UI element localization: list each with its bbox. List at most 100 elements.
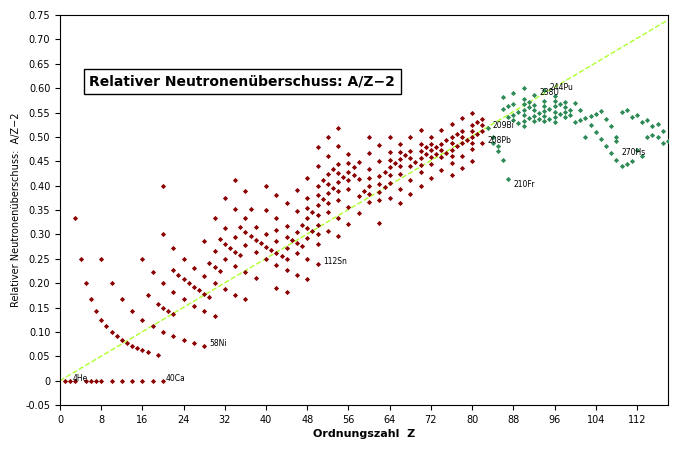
Point (364, 166, 375, 173)
Point (446, 121, 457, 128)
Point (472, 130, 483, 138)
Point (549, 113, 560, 120)
Point (158, 328, 168, 336)
Point (379, 184, 390, 191)
Point (333, 179, 344, 186)
Point (183, 279, 194, 287)
Point (343, 151, 354, 158)
Point (513, 109, 524, 116)
Point (394, 141, 405, 148)
Point (147, 323, 158, 330)
Point (611, 138, 622, 145)
Point (168, 288, 179, 296)
Point (518, 95, 529, 103)
Point (601, 115, 612, 122)
Point (452, 130, 462, 137)
Point (219, 255, 230, 262)
Point (441, 137, 452, 144)
Point (374, 196, 385, 203)
Point (456, 165, 467, 172)
Point (230, 291, 240, 298)
Point (353, 176, 364, 183)
Text: 40Ca: 40Ca (166, 374, 185, 382)
Point (281, 200, 292, 207)
Point (230, 234, 240, 241)
Point (323, 171, 333, 178)
Point (405, 133, 416, 140)
Point (96, 377, 107, 384)
Point (343, 185, 354, 193)
Point (405, 191, 416, 198)
Point (323, 199, 333, 206)
Point (549, 93, 560, 100)
Point (405, 176, 416, 184)
Point (462, 136, 473, 144)
Point (477, 127, 488, 135)
Point (492, 148, 503, 155)
Point (147, 377, 158, 384)
Point (215, 235, 225, 243)
Point (307, 228, 318, 235)
Point (528, 102, 539, 109)
Point (544, 115, 555, 122)
Point (570, 119, 581, 126)
Point (446, 153, 457, 160)
Point (251, 249, 261, 256)
Y-axis label: Relativer Neutronenüberschuss:  A/Z−2: Relativer Neutronenüberschuss: A/Z−2 (11, 113, 21, 307)
Point (518, 117, 529, 124)
Point (518, 106, 529, 113)
Point (575, 107, 586, 114)
Point (327, 184, 338, 191)
Point (240, 228, 251, 235)
Point (235, 224, 246, 231)
Point (426, 161, 437, 168)
Point (539, 108, 550, 115)
Text: 244Pu: 244Pu (549, 83, 573, 92)
Point (498, 156, 509, 163)
Point (446, 159, 457, 166)
Point (271, 284, 282, 292)
Point (225, 244, 236, 251)
Point (426, 174, 437, 181)
Point (436, 153, 447, 160)
Point (158, 231, 168, 238)
Point (441, 149, 452, 157)
Point (261, 231, 272, 238)
Point (554, 101, 565, 108)
Point (312, 241, 323, 248)
Point (498, 94, 509, 101)
Point (194, 287, 204, 294)
Point (302, 225, 313, 232)
Point (364, 198, 375, 206)
Point (333, 142, 344, 149)
Point (168, 244, 179, 251)
Point (353, 192, 364, 199)
Point (513, 120, 524, 127)
Point (240, 242, 251, 249)
Point (173, 271, 184, 278)
Point (539, 97, 550, 104)
Point (219, 240, 230, 247)
Point (251, 236, 261, 243)
Point (323, 133, 333, 140)
Point (580, 133, 591, 140)
Point (302, 255, 313, 262)
Point (498, 105, 509, 112)
Point (524, 115, 534, 122)
Point (616, 162, 627, 170)
Point (323, 208, 333, 216)
Text: 209Bi: 209Bi (493, 121, 515, 130)
Point (189, 302, 200, 309)
Point (281, 233, 292, 240)
Point (137, 255, 148, 262)
X-axis label: Ordnungszahl  Z: Ordnungszahl Z (313, 429, 415, 439)
Point (338, 173, 349, 180)
Point (621, 107, 632, 114)
Point (240, 215, 251, 222)
Point (415, 161, 426, 168)
Point (101, 323, 112, 330)
Point (502, 103, 513, 110)
Point (564, 106, 575, 113)
Text: 4He: 4He (73, 374, 88, 382)
Point (312, 182, 323, 189)
